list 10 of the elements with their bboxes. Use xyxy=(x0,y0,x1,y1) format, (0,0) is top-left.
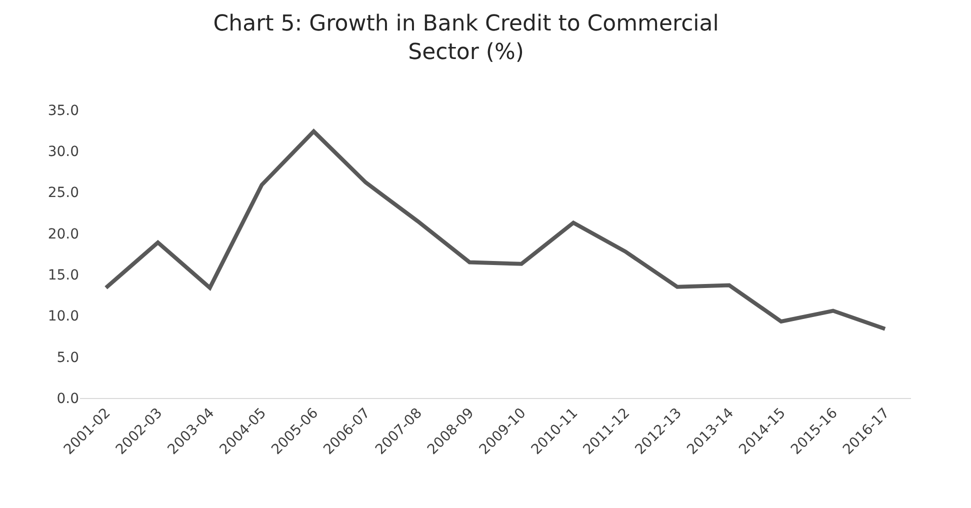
y-tick-label: 15.0 xyxy=(48,267,79,284)
y-tick-label: 5.0 xyxy=(56,350,79,366)
line-series xyxy=(104,129,888,331)
chart-title: Chart 5: Growth in Bank Credit to Commercial Sector (%) xyxy=(213,11,719,66)
y-tick-label: 0.0 xyxy=(56,390,79,407)
y-tick-label: 25.0 xyxy=(48,185,79,202)
y-tick-label: 10.0 xyxy=(48,308,79,325)
y-tick-label: 20.0 xyxy=(48,226,79,242)
y-tick-label: 30.0 xyxy=(48,144,79,160)
y-tick-label: 35.0 xyxy=(48,102,79,119)
